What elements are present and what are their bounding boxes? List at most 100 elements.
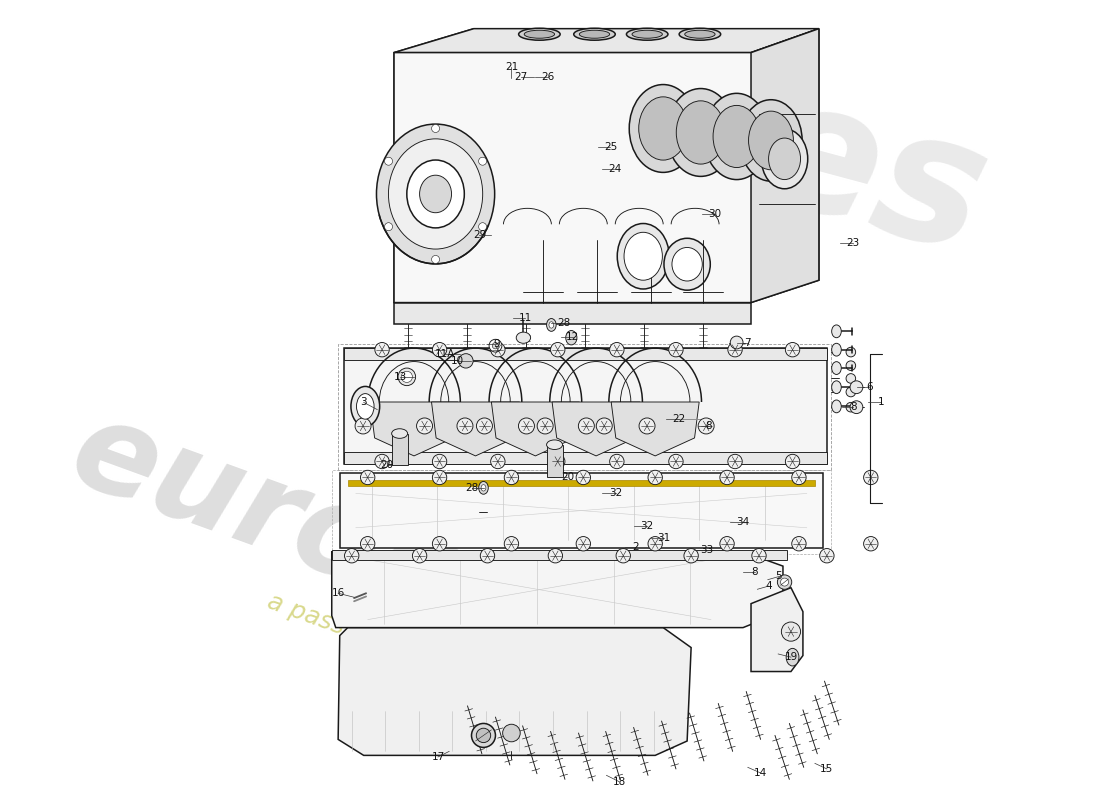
Ellipse shape [769, 138, 801, 179]
Ellipse shape [351, 386, 380, 426]
Ellipse shape [846, 402, 856, 412]
Ellipse shape [417, 418, 432, 434]
Ellipse shape [551, 454, 565, 469]
Polygon shape [392, 434, 408, 466]
Text: 17: 17 [431, 752, 444, 762]
Ellipse shape [580, 30, 609, 38]
Ellipse shape [375, 342, 389, 357]
Ellipse shape [375, 454, 389, 469]
Ellipse shape [432, 342, 447, 357]
Ellipse shape [846, 347, 856, 357]
Ellipse shape [490, 339, 502, 352]
Ellipse shape [698, 418, 714, 434]
Ellipse shape [719, 470, 734, 485]
Ellipse shape [504, 470, 518, 485]
Polygon shape [343, 348, 827, 360]
Text: 30: 30 [708, 209, 722, 219]
Ellipse shape [609, 454, 624, 469]
Polygon shape [751, 588, 803, 671]
Ellipse shape [730, 336, 743, 349]
Ellipse shape [344, 549, 359, 563]
Polygon shape [340, 474, 823, 548]
Ellipse shape [518, 418, 535, 434]
Ellipse shape [491, 342, 505, 357]
Text: 3: 3 [361, 398, 367, 407]
Ellipse shape [778, 575, 792, 590]
Ellipse shape [648, 470, 662, 485]
Ellipse shape [786, 648, 799, 666]
Ellipse shape [639, 97, 688, 160]
Text: 21: 21 [505, 62, 518, 72]
Text: 6: 6 [866, 382, 872, 392]
Ellipse shape [576, 470, 591, 485]
Ellipse shape [579, 418, 594, 434]
Text: 26: 26 [541, 72, 554, 82]
Ellipse shape [684, 549, 699, 563]
Text: 27: 27 [515, 72, 528, 82]
Ellipse shape [624, 232, 662, 280]
Text: 10: 10 [451, 356, 464, 366]
Text: 20: 20 [561, 472, 574, 482]
Ellipse shape [385, 158, 393, 166]
Ellipse shape [503, 724, 520, 742]
Polygon shape [552, 402, 640, 456]
Text: 13: 13 [394, 372, 407, 382]
Ellipse shape [574, 28, 615, 40]
Text: 8: 8 [705, 421, 712, 430]
Ellipse shape [398, 368, 416, 386]
Polygon shape [431, 402, 519, 456]
Ellipse shape [850, 401, 862, 414]
Ellipse shape [547, 440, 562, 450]
Ellipse shape [356, 394, 374, 419]
Text: 19: 19 [784, 652, 798, 662]
Ellipse shape [432, 470, 447, 485]
Polygon shape [370, 402, 458, 456]
Text: 4: 4 [766, 581, 772, 591]
Polygon shape [338, 628, 691, 755]
Ellipse shape [632, 30, 662, 38]
Ellipse shape [493, 342, 498, 349]
Text: 28: 28 [558, 318, 571, 328]
Ellipse shape [516, 332, 530, 343]
Text: 34: 34 [736, 517, 750, 527]
Ellipse shape [864, 470, 878, 485]
Ellipse shape [713, 106, 760, 167]
Ellipse shape [740, 100, 802, 181]
Text: 24: 24 [608, 164, 622, 174]
Ellipse shape [504, 537, 518, 551]
Ellipse shape [820, 549, 834, 563]
Ellipse shape [832, 381, 842, 394]
Text: 20: 20 [381, 461, 394, 470]
Text: 8: 8 [751, 566, 758, 577]
Ellipse shape [432, 537, 447, 551]
Ellipse shape [402, 371, 412, 382]
Ellipse shape [388, 139, 483, 249]
Ellipse shape [792, 537, 806, 551]
Ellipse shape [751, 549, 767, 563]
Text: 16: 16 [331, 588, 344, 598]
Ellipse shape [431, 255, 440, 263]
Ellipse shape [478, 158, 486, 166]
Polygon shape [394, 29, 818, 302]
Ellipse shape [472, 723, 495, 747]
Ellipse shape [576, 537, 591, 551]
Text: 22: 22 [672, 414, 685, 424]
Ellipse shape [432, 454, 447, 469]
Ellipse shape [361, 537, 375, 551]
Polygon shape [394, 29, 818, 53]
Ellipse shape [385, 222, 393, 230]
Ellipse shape [832, 400, 842, 413]
Ellipse shape [478, 222, 486, 230]
Ellipse shape [565, 330, 576, 345]
Ellipse shape [476, 728, 491, 742]
Ellipse shape [481, 549, 495, 563]
Ellipse shape [846, 361, 856, 370]
Ellipse shape [648, 537, 662, 551]
Ellipse shape [547, 318, 557, 331]
Polygon shape [394, 302, 751, 324]
Ellipse shape [478, 482, 488, 494]
Ellipse shape [459, 354, 473, 368]
Polygon shape [332, 550, 786, 560]
Ellipse shape [850, 381, 862, 394]
Text: 18: 18 [613, 777, 626, 786]
